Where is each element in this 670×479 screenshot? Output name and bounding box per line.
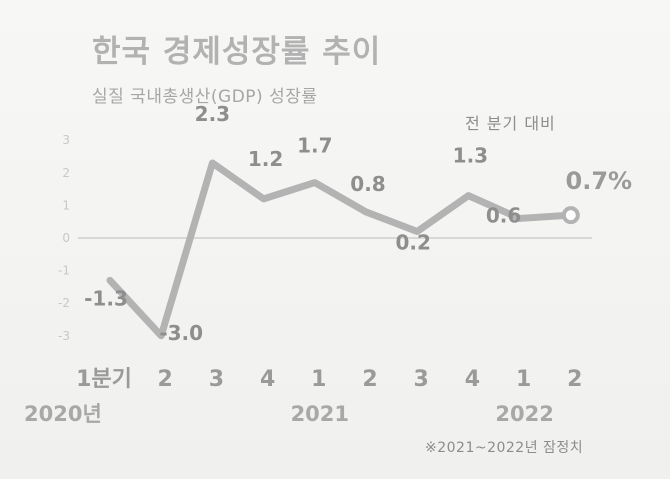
data-label: 0.2 xyxy=(395,230,430,254)
data-label: 0.7% xyxy=(566,167,633,195)
year-label: 2021 xyxy=(291,402,349,426)
data-label: -1.3 xyxy=(84,286,128,310)
data-point-last xyxy=(561,206,580,225)
data-label: -3.0 xyxy=(159,321,203,345)
data-label: 2.3 xyxy=(195,102,230,126)
x-tick-label: 2 xyxy=(158,367,173,392)
data-point xyxy=(415,229,420,234)
data-label: 1.3 xyxy=(453,144,488,168)
data-point xyxy=(312,180,317,185)
x-tick-label: 3 xyxy=(209,367,224,392)
y-tick-label: -3 xyxy=(58,329,70,343)
data-label: 1.2 xyxy=(248,147,283,171)
data-point xyxy=(159,333,164,338)
data-label: 0.8 xyxy=(350,172,385,196)
y-tick-label: 0 xyxy=(62,231,70,245)
data-point xyxy=(108,278,112,283)
footnote: ※2021~2022년 잠정치 xyxy=(425,440,584,456)
data-point xyxy=(210,161,215,166)
x-tick-label: 3 xyxy=(414,367,429,392)
chart-subtitle: 실질 국내총생산(GDP) 성장률 xyxy=(92,87,318,107)
x-tick-label: 1 xyxy=(516,367,531,392)
year-label: 2022 xyxy=(495,402,553,426)
chart-title: 한국 경제성장률 추이 xyxy=(92,34,382,70)
data-label: 1.7 xyxy=(297,134,332,158)
series-line xyxy=(106,159,575,340)
x-tick-label: 4 xyxy=(465,367,480,392)
data-point xyxy=(517,216,522,221)
y-tick-label: 1 xyxy=(62,198,70,212)
year-label: 2020년 xyxy=(24,402,102,426)
x-tick-label: 2 xyxy=(362,367,377,392)
x-tick-label: 1분기 xyxy=(76,367,132,392)
data-point xyxy=(261,196,266,201)
x-tick-label: 1 xyxy=(311,367,326,392)
data-point xyxy=(466,193,471,198)
comparison-note: 전 분기 대비 xyxy=(465,114,556,133)
y-tick-label: -1 xyxy=(58,264,70,278)
data-label: 0.6 xyxy=(486,203,521,227)
data-point xyxy=(364,209,368,214)
y-tick-label: 2 xyxy=(62,166,70,180)
y-tick-label: 3 xyxy=(62,133,70,147)
x-tick-label: 4 xyxy=(260,367,275,392)
y-tick-label: -2 xyxy=(58,296,70,310)
x-tick-label: 2 xyxy=(567,367,582,392)
